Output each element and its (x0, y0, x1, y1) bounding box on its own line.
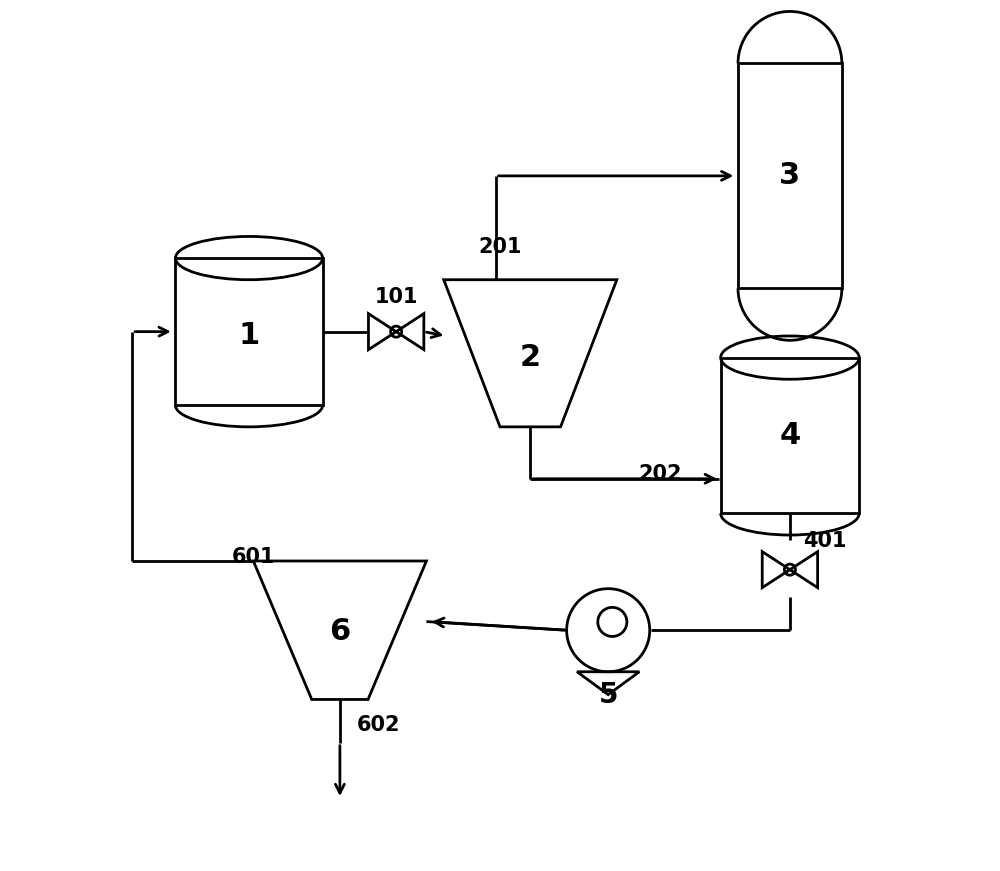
Text: 201: 201 (478, 237, 522, 257)
Text: 601: 601 (232, 547, 275, 567)
Text: 6: 6 (329, 618, 351, 646)
Text: 2: 2 (520, 343, 541, 372)
Text: 101: 101 (374, 287, 418, 307)
Text: 4: 4 (779, 421, 801, 450)
Text: 5: 5 (598, 681, 618, 709)
Text: 602: 602 (357, 715, 401, 735)
Text: 202: 202 (638, 464, 682, 484)
Text: 3: 3 (779, 161, 800, 191)
Text: 1: 1 (238, 321, 260, 350)
Text: 401: 401 (803, 531, 846, 551)
